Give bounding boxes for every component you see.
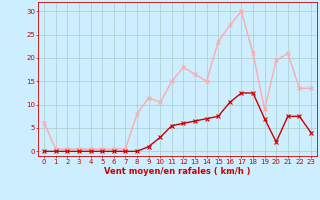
X-axis label: Vent moyen/en rafales ( km/h ): Vent moyen/en rafales ( km/h ) [104, 167, 251, 176]
